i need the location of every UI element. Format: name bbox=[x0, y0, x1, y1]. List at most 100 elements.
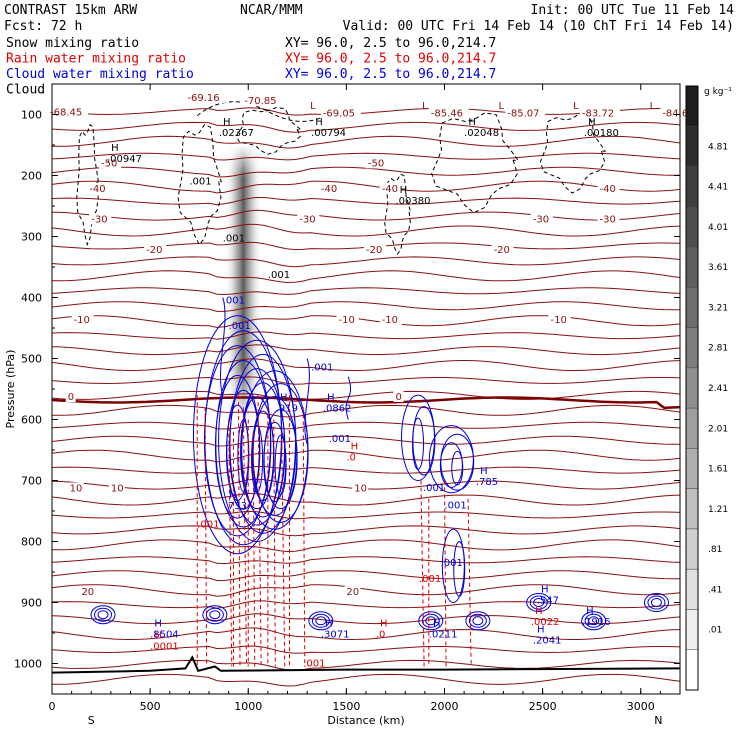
contour-label-bg bbox=[79, 586, 96, 598]
contour-label-bg bbox=[344, 586, 361, 598]
cloud-water-contour bbox=[209, 610, 221, 620]
colorbar-label: .01 bbox=[708, 626, 722, 636]
temperature-label: 10 bbox=[70, 483, 83, 494]
contour-label-bg bbox=[48, 106, 89, 118]
maximum-value: .0 bbox=[346, 452, 356, 463]
contour-label-bg bbox=[393, 390, 404, 402]
maximum-value: .0022 bbox=[531, 617, 560, 628]
contour-label-bg bbox=[144, 243, 167, 255]
maximum-value: .02367 bbox=[219, 128, 254, 139]
cloud-water-contour bbox=[311, 613, 330, 628]
y-tick-label: 200 bbox=[21, 170, 42, 183]
temperature-contour bbox=[51, 645, 681, 654]
temperature-label: -10 bbox=[74, 315, 90, 326]
minimum-marker: L bbox=[499, 101, 505, 112]
temperature-contour bbox=[51, 256, 681, 268]
maximum-marker: H bbox=[537, 624, 545, 635]
contour-label-bg bbox=[548, 314, 571, 326]
rain-contour bbox=[257, 395, 262, 667]
valid-time: Valid: 00 UTC Fri 14 Feb 14 (10 ChT Fri … bbox=[343, 19, 734, 34]
temperature-contour bbox=[51, 659, 681, 671]
colorbar-swatch bbox=[685, 649, 699, 691]
maximum-marker: H bbox=[154, 630, 162, 641]
y-tick-label: 300 bbox=[21, 231, 42, 244]
temperature-contour bbox=[52, 673, 681, 687]
south-label: S bbox=[88, 714, 95, 727]
temperature-label: -50 bbox=[368, 158, 384, 169]
cloud-water-contour bbox=[468, 613, 487, 628]
temperature-label: -40 bbox=[321, 184, 337, 195]
cloud-water-contour bbox=[584, 613, 603, 628]
contour-value-label: .001 bbox=[268, 270, 290, 281]
temperature-label: -69.16 bbox=[187, 93, 219, 104]
field-name: Cloud water mixing ratio bbox=[6, 67, 194, 82]
maximum-value: .00180 bbox=[584, 128, 619, 139]
contour-label-bg bbox=[364, 243, 386, 255]
rain-contour bbox=[237, 395, 241, 667]
contour-label-bg bbox=[352, 482, 369, 494]
contour-label-bg bbox=[365, 157, 388, 169]
y-tick-label: 700 bbox=[21, 475, 42, 488]
cloud-water-contour bbox=[274, 434, 287, 496]
temperature-contour bbox=[51, 627, 681, 641]
minimum-marker: L bbox=[310, 101, 316, 112]
model-title: CONTRAST 15km ARW bbox=[4, 3, 137, 18]
temperature-label: -85.07 bbox=[507, 108, 539, 119]
field-xy: XY= 96.0, 2.5 to 96.0,214.7 bbox=[285, 67, 496, 82]
temperature-contour bbox=[51, 287, 681, 296]
plot-background bbox=[52, 84, 680, 694]
cloud-water-contour bbox=[90, 605, 116, 625]
cloud-water-contour bbox=[412, 417, 425, 470]
temperature-label: -20 bbox=[146, 245, 162, 256]
minimum-marker: L bbox=[422, 101, 428, 112]
colorbar-swatch bbox=[685, 528, 699, 570]
maximum-marker: H bbox=[380, 618, 388, 629]
field-name: Snow mixing ratio bbox=[6, 36, 139, 51]
temperature-contour bbox=[51, 510, 681, 520]
temperature-label: -20 bbox=[366, 245, 382, 256]
colorbar-swatch bbox=[685, 609, 699, 650]
contour-value-label: .001 bbox=[223, 296, 245, 307]
maximum-marker: H bbox=[154, 618, 162, 629]
temperature-contour bbox=[51, 435, 680, 447]
contour-label-bg bbox=[67, 482, 84, 494]
temperature-contour bbox=[51, 584, 681, 597]
maximum-value: .733 bbox=[225, 501, 247, 512]
colorbar-label: 4.41 bbox=[708, 183, 728, 193]
temperature-contour bbox=[51, 152, 681, 161]
y-axis-title: Pressure (hPa) bbox=[4, 350, 17, 429]
maximum-marker: H bbox=[229, 490, 237, 501]
contour-label-bg bbox=[320, 107, 361, 119]
temperature-label: -70.85 bbox=[244, 96, 276, 107]
rain-contour bbox=[204, 407, 208, 667]
contour-label-bg bbox=[660, 107, 695, 119]
cloud-water-contour bbox=[345, 376, 352, 420]
colorbar-label: 1.61 bbox=[708, 465, 728, 475]
x-tick-label: 2000 bbox=[431, 700, 459, 713]
contour-label-bg bbox=[579, 107, 620, 119]
cloud-water-contour bbox=[451, 450, 464, 486]
x-tick-label: 3000 bbox=[627, 700, 655, 713]
init-time: Init: 00 UTC Tue 11 Feb 14 bbox=[531, 3, 735, 18]
freezing-level-contour bbox=[51, 396, 681, 410]
temperature-contour bbox=[51, 525, 681, 537]
colorbar-label: 4.81 bbox=[708, 142, 728, 152]
contour-value-label: .001 bbox=[303, 659, 325, 670]
temperature-contour bbox=[51, 466, 681, 475]
temperature-contour bbox=[51, 390, 681, 402]
colorbar-swatch bbox=[685, 287, 699, 328]
maximum-marker: H bbox=[480, 466, 488, 477]
minimum-marker: L bbox=[650, 101, 656, 112]
field-xy: XY= 96.0, 2.5 to 96.0,214.7 bbox=[285, 52, 496, 67]
temperature-label: 0 bbox=[395, 392, 401, 403]
x-tick-label: 500 bbox=[140, 700, 161, 713]
maximum-value: .8504 bbox=[150, 629, 179, 640]
cloud-water-contour bbox=[526, 593, 552, 612]
temperature-label: 10 bbox=[111, 483, 124, 494]
contour-label-bg bbox=[597, 182, 620, 194]
cloud-water-contour bbox=[308, 611, 334, 631]
maximum-value: .1916 bbox=[582, 617, 611, 628]
temperature-contour bbox=[51, 600, 681, 609]
contour-label-bg bbox=[297, 213, 320, 225]
cloud-water-contour bbox=[97, 610, 109, 620]
